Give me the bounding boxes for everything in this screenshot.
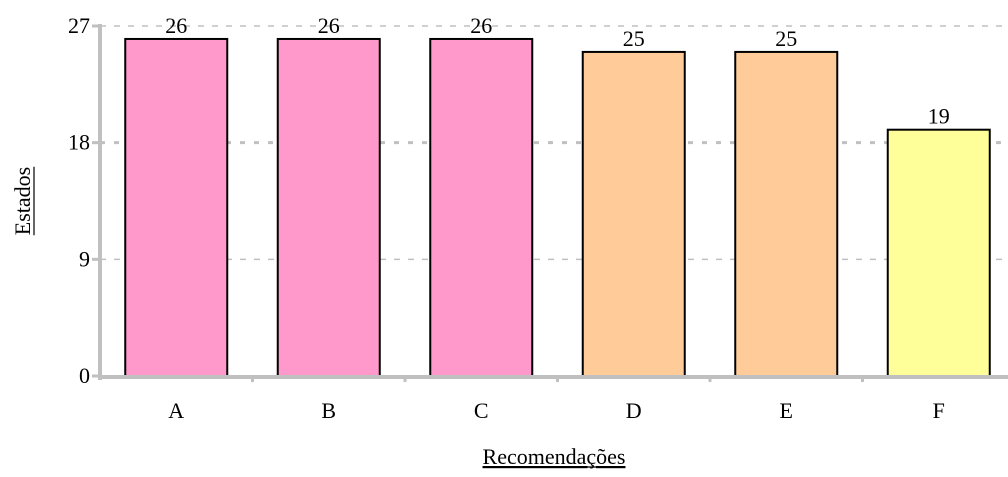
- y-tick-label-18: 18: [68, 130, 90, 155]
- bars: [124, 37, 991, 378]
- data-label-D: 25: [623, 26, 645, 51]
- bar-E: [734, 50, 839, 377]
- bar-F: [886, 128, 991, 377]
- y-tick-label-0: 0: [79, 363, 90, 388]
- y-ticks: 0 9 18 27: [68, 13, 100, 388]
- x-tick-label-C: C: [474, 398, 489, 423]
- y-axis-title: Estados: [10, 167, 35, 235]
- y-tick-label-27: 27: [68, 13, 90, 38]
- x-tick-label-B: B: [321, 398, 336, 423]
- bar-D: [581, 50, 686, 377]
- bar-A: [124, 37, 229, 378]
- data-label-A: 26: [165, 13, 187, 38]
- x-tick-label-A: A: [168, 398, 184, 423]
- data-label-E: 25: [775, 26, 797, 51]
- data-label-B: 26: [318, 13, 340, 38]
- axes: [98, 24, 1008, 380]
- data-label-C: 26: [470, 13, 492, 38]
- gridlines: [100, 25, 1008, 261]
- bar-B: [276, 37, 381, 378]
- bar-C: [429, 37, 534, 378]
- x-axis-title: Recomendações: [483, 444, 626, 469]
- data-labels: 26 26 26 25 25 19: [165, 13, 950, 129]
- x-ticks: A B C D E F: [168, 376, 945, 423]
- x-tick-label-D: D: [626, 398, 642, 423]
- y-tick-label-9: 9: [79, 246, 90, 271]
- x-tick-label-E: E: [780, 398, 793, 423]
- data-label-F: 19: [928, 104, 950, 129]
- x-tick-label-F: F: [933, 398, 945, 423]
